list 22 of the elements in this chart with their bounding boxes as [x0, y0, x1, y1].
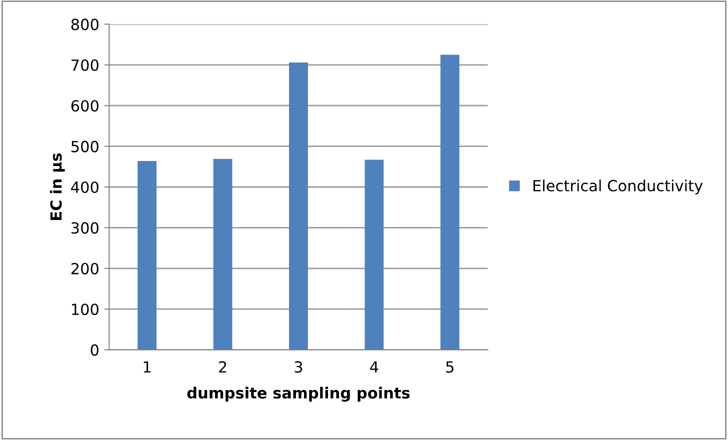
bar — [213, 158, 232, 350]
bar — [440, 54, 460, 350]
x-tick-label: 4 — [370, 361, 378, 373]
y-tick-label: 800 — [71, 18, 98, 30]
y-axis-title: EC in µs — [50, 153, 65, 220]
bar — [364, 160, 384, 350]
y-tick-label: 600 — [71, 100, 98, 112]
y-tick-label: 100 — [72, 304, 98, 316]
y-tick-label: 0 — [90, 344, 98, 356]
bar — [289, 62, 308, 350]
y-tick-label: 400 — [71, 181, 98, 194]
y-tick-label: 200 — [71, 262, 98, 274]
legend-label: Electrical Conductivity — [533, 180, 703, 194]
x-tick-label: 1 — [144, 361, 151, 373]
x-tick-label: 5 — [446, 361, 454, 373]
bar — [138, 160, 157, 350]
x-tick-label: 2 — [219, 361, 226, 373]
y-tick-label: 500 — [71, 140, 98, 152]
x-axis-title: dumpsite sampling points — [187, 386, 410, 402]
y-tick-label: 700 — [72, 59, 98, 71]
y-tick-label: 300 — [71, 222, 98, 234]
x-tick-label: 3 — [294, 361, 302, 373]
